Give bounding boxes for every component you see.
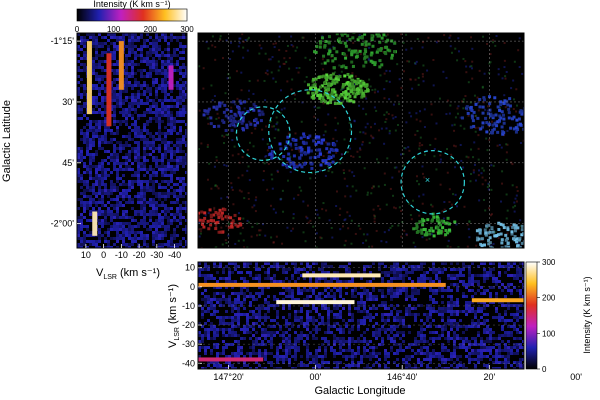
- vl-xtick-label: 00': [570, 372, 582, 382]
- lv-xlabel-unit: (km s⁻¹): [120, 267, 160, 279]
- vl-xtick-label: 146°40': [387, 372, 418, 382]
- top-colorbar-tick-label: 300: [180, 25, 194, 34]
- lv-emission-feature: [86, 41, 92, 115]
- vl-xlabel: Galactic Longitude: [314, 385, 405, 397]
- lv-xlabel-v: V: [96, 267, 104, 279]
- rgb-map-frame: [197, 32, 525, 249]
- vl-emission-feature: [198, 357, 264, 362]
- vl-ytick-label: -30: [182, 339, 195, 349]
- rgb-map-pixels: [198, 33, 524, 248]
- vl-ylabel: VLSR (km s⁻¹): [167, 284, 181, 348]
- lv-xtick-label: -20: [133, 250, 146, 260]
- map-marker: ×: [425, 175, 430, 185]
- lv-ytick-label: -2°00': [51, 219, 75, 229]
- lv-xtick-label: -30: [150, 250, 163, 260]
- vl-emission-feature: [276, 300, 355, 305]
- lv-ytick-label: 30': [62, 97, 74, 107]
- lv-xtick-label: 0: [101, 250, 106, 260]
- lv-panel-pixels: [77, 33, 187, 248]
- lv-panel-frame: [76, 32, 188, 249]
- vl-ytick-label: -20: [182, 320, 195, 330]
- rgb-map-bg: [198, 33, 524, 248]
- top-colorbar-ticks: 0 100 200 300: [75, 25, 194, 34]
- vl-ylabel-v: V: [167, 340, 179, 348]
- map-circle: [400, 150, 465, 215]
- top-colorbar-title: Intensity (K km s⁻¹): [93, 0, 170, 9]
- vl-emission-feature: [198, 282, 446, 287]
- lv-xtick-label: -40: [168, 250, 181, 260]
- lv-ytick-label: -1°15': [51, 36, 75, 46]
- vl-ytick-label: -40: [182, 358, 195, 368]
- lv-xtick-label: 10: [81, 250, 91, 260]
- vl-emission-feature: [302, 273, 381, 278]
- vl-ytick-label: 0: [190, 282, 195, 292]
- rgb-map-circles: ×: [235, 89, 465, 215]
- right-colorbar-tick-label: 300: [542, 258, 556, 267]
- top-colorbar-tick-label: 0: [75, 25, 80, 34]
- vl-ytick-label: -10: [182, 301, 195, 311]
- vl-xtick-label: 20': [483, 372, 495, 382]
- lv-xtick-label: -10: [115, 250, 128, 260]
- top-colorbar-tick-label: 200: [144, 25, 158, 34]
- vl-panel-pixels: [198, 262, 524, 369]
- vl-panel-axes: 147°20' 00' 146°40' 20' 00'100-10-20-30-40: [182, 263, 582, 382]
- lv-xlabel: VLSR (km s⁻¹): [96, 267, 160, 281]
- lv-xlabel-sub: LSR: [103, 274, 117, 281]
- right-colorbar-tick-label: 100: [542, 329, 556, 338]
- lv-emission-feature: [168, 65, 174, 90]
- lv-emission-feature: [92, 211, 98, 236]
- top-colorbar-tick-label: 100: [107, 25, 121, 34]
- right-colorbar-title: Intensity (K km s⁻¹): [582, 276, 592, 353]
- vl-ytick-label: 10: [185, 263, 195, 273]
- right-colorbar: [525, 261, 538, 370]
- vl-xtick-label: 00': [309, 372, 321, 382]
- lv-ylabel: Galactic Latitude: [1, 100, 13, 182]
- right-colorbar-tick-label: 200: [542, 294, 556, 303]
- map-circle: [268, 89, 353, 174]
- lv-emission-feature: [118, 41, 124, 90]
- map-circle: [235, 106, 291, 161]
- lv-panel-axes: -40 -30 -20 -10 0 10 -1°15' 30' 45' -2°00': [51, 36, 181, 260]
- right-colorbar-tick-label: 0: [542, 365, 547, 374]
- vl-ylabel-unit: (km s⁻¹): [167, 284, 179, 324]
- vl-xtick-label: 147°20': [213, 372, 244, 382]
- vl-panel-frame: [197, 261, 525, 370]
- lv-emission-feature: [106, 53, 112, 127]
- lv-ytick-label: 45': [62, 158, 74, 168]
- top-colorbar: [76, 8, 188, 22]
- vl-ylabel-sub: LSR: [174, 327, 181, 341]
- vl-emission-feature: [471, 298, 524, 303]
- right-colorbar-ticks: 0 100 200 300: [537, 258, 556, 374]
